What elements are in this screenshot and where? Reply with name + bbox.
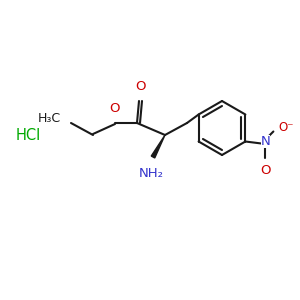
Text: O: O bbox=[135, 80, 145, 93]
Text: O: O bbox=[110, 102, 120, 115]
Text: N: N bbox=[260, 135, 270, 148]
Text: NH₂: NH₂ bbox=[139, 167, 164, 180]
Text: HCl: HCl bbox=[15, 128, 41, 142]
Polygon shape bbox=[151, 135, 165, 158]
Text: O: O bbox=[260, 164, 271, 178]
Text: O⁻: O⁻ bbox=[278, 121, 294, 134]
Text: H₃C: H₃C bbox=[38, 112, 61, 125]
